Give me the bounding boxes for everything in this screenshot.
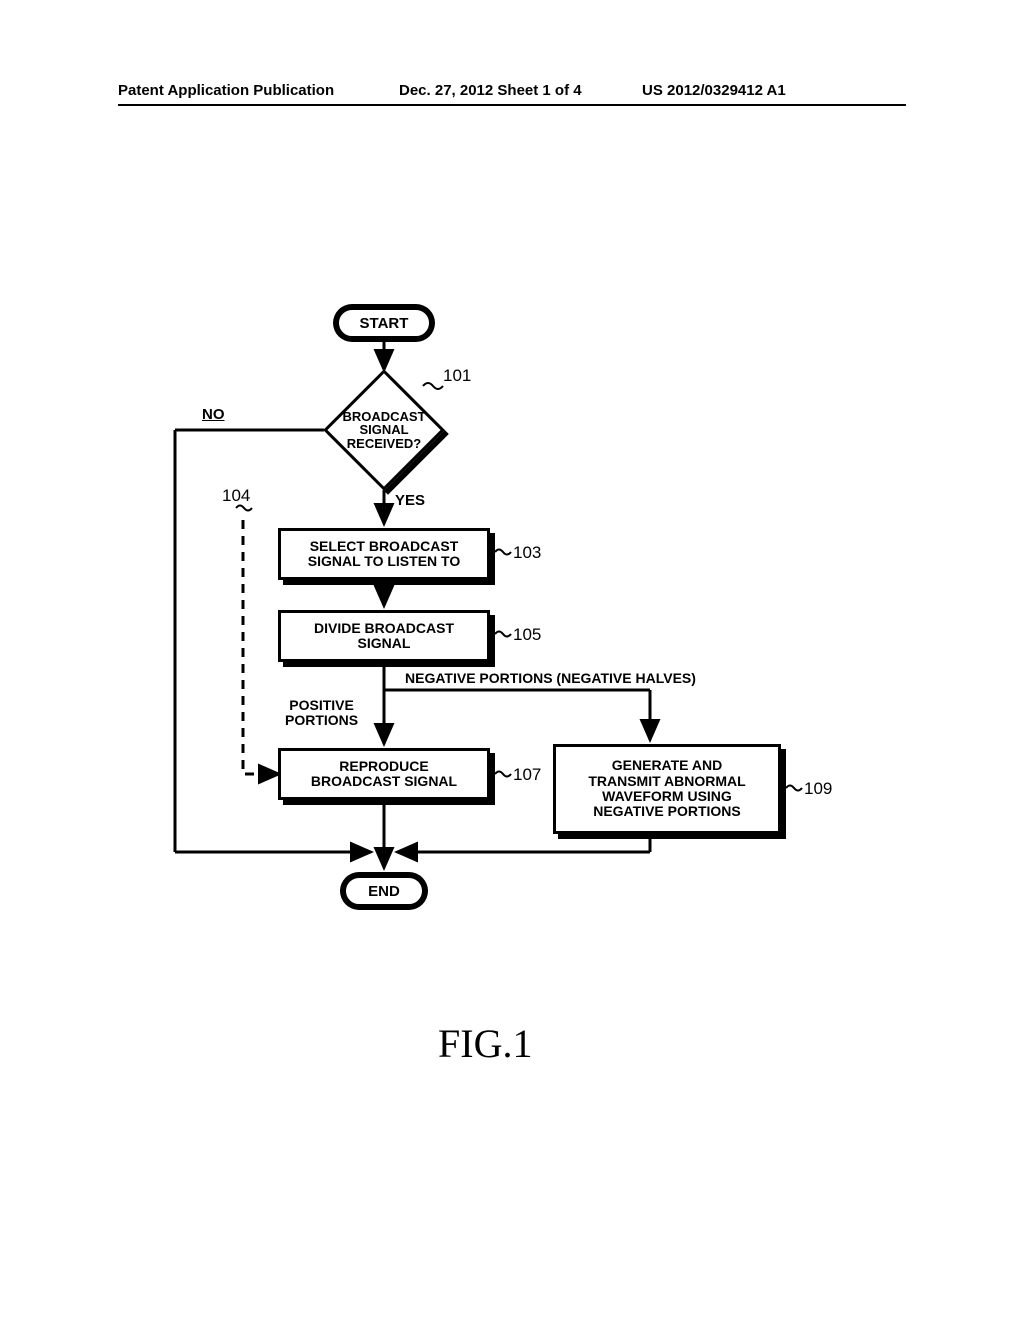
decision-text: BROADCAST SIGNAL RECEIVED? xyxy=(342,410,425,451)
ref-103: 103 xyxy=(513,543,541,563)
process-109: GENERATE AND TRANSMIT ABNORMAL WAVEFORM … xyxy=(553,744,781,834)
process-103-text: SELECT BROADCAST SIGNAL TO LISTEN TO xyxy=(308,539,460,570)
no-label: NO xyxy=(202,407,225,423)
ref-105: 105 xyxy=(513,625,541,645)
decision-received: BROADCAST SIGNAL RECEIVED? xyxy=(341,387,427,473)
ref-107: 107 xyxy=(513,765,541,785)
ref-104: 104 xyxy=(222,486,250,506)
positive-label: POSITIVE PORTIONS xyxy=(285,698,358,727)
start-label: START xyxy=(360,315,409,332)
flowchart-diagram: START BROADCAST SIGNAL RECEIVED? YES NO … xyxy=(0,290,1024,1010)
header-left: Patent Application Publication xyxy=(118,82,334,99)
end-label: END xyxy=(368,883,400,900)
negative-label: NEGATIVE PORTIONS (NEGATIVE HALVES) xyxy=(405,671,696,686)
process-107: REPRODUCE BROADCAST SIGNAL xyxy=(278,748,490,800)
yes-label: YES xyxy=(395,493,425,509)
figure-label: FIG.1 xyxy=(438,1020,532,1067)
process-103: SELECT BROADCAST SIGNAL TO LISTEN TO xyxy=(278,528,490,580)
ref-109: 109 xyxy=(804,779,832,799)
connectors xyxy=(0,290,1024,1010)
end-terminal: END xyxy=(340,872,428,910)
start-terminal: START xyxy=(333,304,435,342)
header-right: US 2012/0329412 A1 xyxy=(642,82,786,99)
process-107-text: REPRODUCE BROADCAST SIGNAL xyxy=(311,759,457,790)
process-105: DIVIDE BROADCAST SIGNAL xyxy=(278,610,490,662)
ref-101: 101 xyxy=(443,366,471,386)
header-mid: Dec. 27, 2012 Sheet 1 of 4 xyxy=(399,82,582,99)
process-105-text: DIVIDE BROADCAST SIGNAL xyxy=(314,621,454,652)
header-rule xyxy=(118,104,906,106)
process-109-text: GENERATE AND TRANSMIT ABNORMAL WAVEFORM … xyxy=(588,758,745,820)
